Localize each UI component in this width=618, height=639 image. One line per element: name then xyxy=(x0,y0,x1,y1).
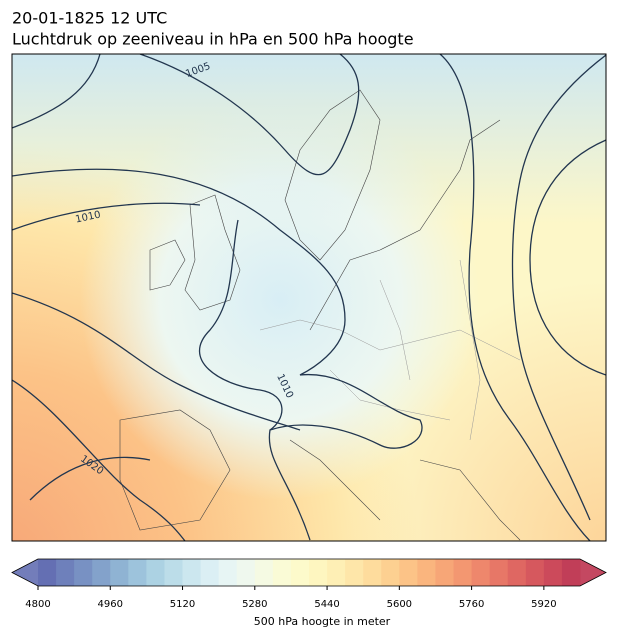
colorbar-segment xyxy=(309,559,328,586)
colorbar-segment xyxy=(525,559,545,586)
colorbar-segment xyxy=(381,559,400,586)
colorbar-extend-high xyxy=(580,559,606,586)
colorbar-segment xyxy=(236,559,256,586)
colorbar-segment xyxy=(128,559,147,586)
map-title: Luchtdruk op zeeniveau in hPa en 500 hPa… xyxy=(12,30,414,49)
colorbar-segment xyxy=(543,559,563,586)
colorbar-segment xyxy=(200,559,220,586)
colorbar-segment xyxy=(290,559,310,586)
map-frame xyxy=(11,53,607,542)
map-date: 20-01-1825 12 UTC xyxy=(12,9,167,28)
colorbar-tick-label: 5760 xyxy=(459,599,484,610)
colorbar-segment xyxy=(254,559,274,586)
colorbar-segment xyxy=(110,559,129,586)
colorbar-segment xyxy=(272,559,292,586)
colorbar-segment xyxy=(561,559,581,586)
colorbar-segment xyxy=(74,559,93,586)
colorbar-segment xyxy=(489,559,509,586)
colorbar-segment xyxy=(56,559,75,586)
colorbar-segment xyxy=(453,559,473,586)
colorbar-tick-label: 5440 xyxy=(314,599,339,610)
colorbar-segment xyxy=(164,559,184,586)
colorbar-outline xyxy=(11,558,607,587)
colorbar-tick-label: 5280 xyxy=(242,599,267,610)
colorbar-segment xyxy=(182,559,202,586)
colorbar-segment xyxy=(146,559,165,586)
colorbar-segment xyxy=(38,559,57,586)
colorbar-segment xyxy=(327,559,346,586)
colorbar-segment xyxy=(218,559,238,586)
colorbar-tick-label: 5120 xyxy=(170,599,195,610)
colorbar-segment xyxy=(471,559,491,586)
colorbar-segment xyxy=(417,559,436,586)
colorbar-segment xyxy=(345,559,364,586)
colorbar-tick-label: 5920 xyxy=(531,599,556,610)
colorbar: 4800 4960 5120 5280 5440 5600 5760 5920 xyxy=(11,558,607,610)
colorbar-segment xyxy=(507,559,527,586)
colorbar-tick-label: 4800 xyxy=(25,599,50,610)
colorbar-tick-label: 4960 xyxy=(98,599,123,610)
colorbar-tick-label: 5600 xyxy=(387,599,412,610)
contour-label: 1010 xyxy=(75,209,102,225)
colorbar-segment xyxy=(399,559,418,586)
colorbar-segment xyxy=(435,559,455,586)
colorbar-extend-low xyxy=(12,559,38,586)
map: 1005 1010 1010 1020 xyxy=(12,54,606,541)
colorbar-segment xyxy=(92,559,111,586)
colorbar-label: 500 hPa hoogte in meter xyxy=(254,615,391,628)
colorbar-segment xyxy=(363,559,382,586)
